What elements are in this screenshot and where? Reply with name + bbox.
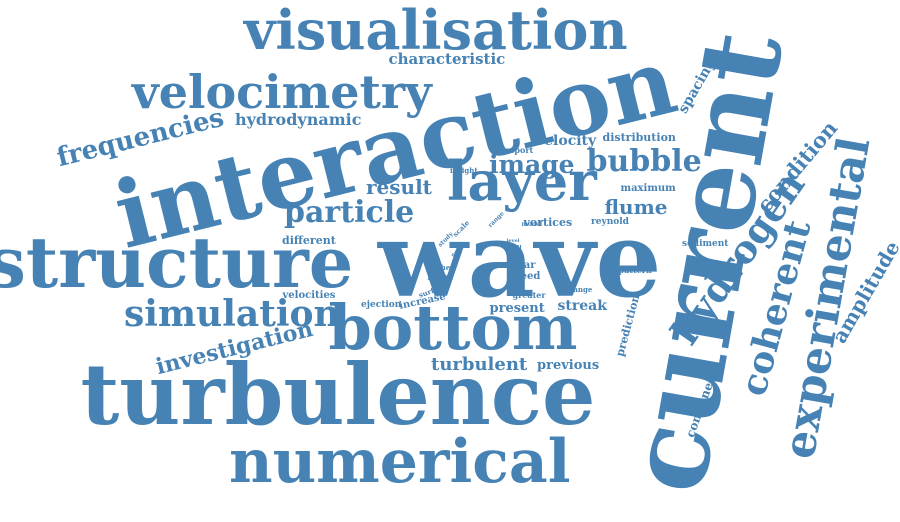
word-greater: greater xyxy=(512,290,546,300)
word-bubble: bubble xyxy=(586,144,702,179)
word-result: result xyxy=(366,175,432,199)
word-length: length xyxy=(427,272,453,282)
word-vortices: vortices xyxy=(523,215,573,229)
word-numerical: numerical xyxy=(229,427,571,497)
word-velocimetry: velocimetry xyxy=(132,65,432,119)
word-speed: speed xyxy=(508,271,541,282)
word-reynold: reynold xyxy=(591,216,629,227)
word-flume: flume xyxy=(604,195,668,219)
word-present: present xyxy=(489,300,545,316)
word-velocity: velocity xyxy=(536,133,597,149)
word-transport: transport xyxy=(491,145,534,155)
word-different: different xyxy=(282,233,336,247)
word-distribution: distribution xyxy=(602,130,676,144)
word-velocities: velocities xyxy=(282,290,336,301)
word-maximum: maximum xyxy=(620,183,676,194)
word-test: test xyxy=(508,253,522,260)
word-particle: particle xyxy=(284,195,415,230)
word-image: image xyxy=(489,149,575,179)
word-previous: previous xyxy=(537,357,600,373)
word-turbulent: turbulent xyxy=(431,354,528,375)
word-streak: streak xyxy=(557,298,607,314)
word-sediment: sediment xyxy=(682,238,729,249)
word-wall: wall xyxy=(508,245,522,252)
word-visualisation: visualisation xyxy=(244,0,628,62)
word-structure: structure xyxy=(0,221,354,304)
word-level: level xyxy=(506,237,520,244)
word-simulation: simulation xyxy=(124,293,340,335)
word-bottom: bottom xyxy=(328,291,578,364)
word-shear: shear xyxy=(504,260,536,271)
word-insight: insight xyxy=(450,165,478,175)
word-pattern: pattern xyxy=(618,265,652,275)
word-ejection: ejection xyxy=(361,299,402,310)
word-turbulence: turbulence xyxy=(80,345,596,444)
word-higher: higher xyxy=(428,262,454,272)
word-hydrodynamic: hydrodynamic xyxy=(235,110,362,129)
word-wave: wave xyxy=(378,198,662,321)
word-layer: layer xyxy=(447,149,597,213)
word-model: model xyxy=(521,221,543,228)
word-characteristic: characteristic xyxy=(388,49,506,68)
word-change: change xyxy=(564,284,593,294)
